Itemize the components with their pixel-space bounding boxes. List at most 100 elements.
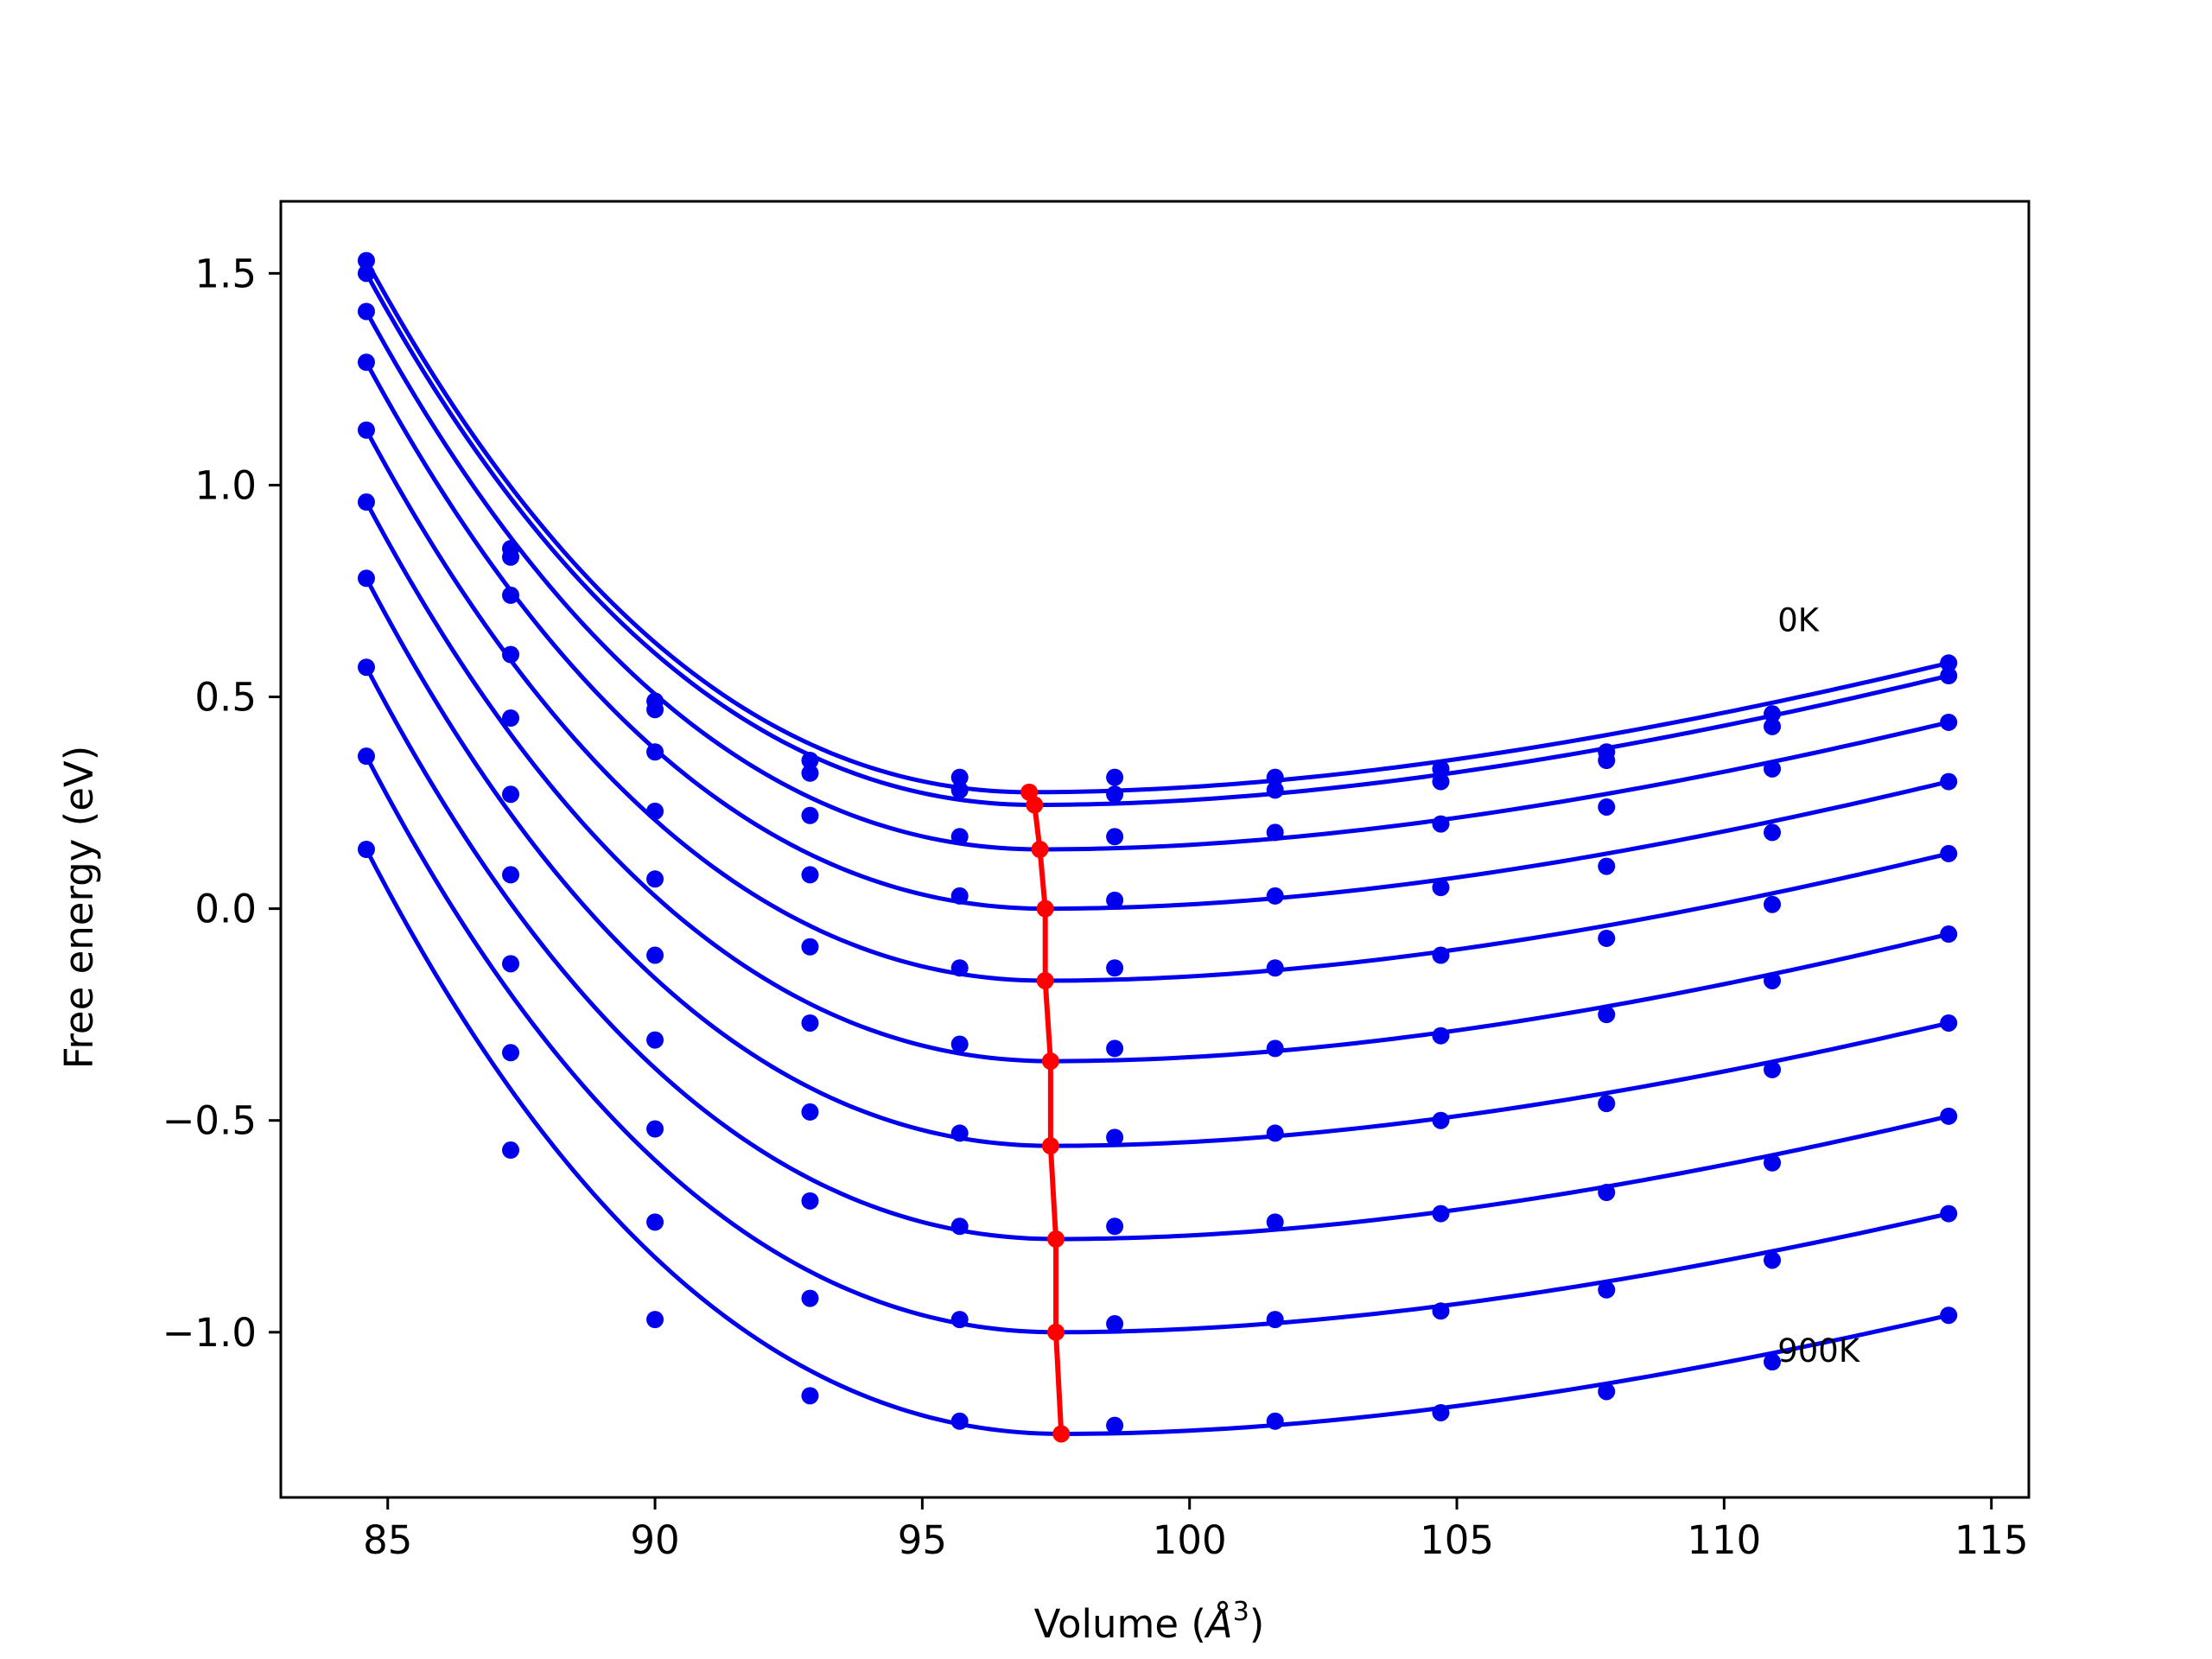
x-axis-label-exponent: 3 <box>1233 1597 1249 1627</box>
data-point-s4-p9 <box>1764 895 1782 913</box>
data-point-s8-p4 <box>950 1311 969 1329</box>
data-point-s2-p10 <box>1940 713 1958 731</box>
data-point-s1-p8 <box>1598 752 1616 770</box>
data-point-s6-p4 <box>950 1124 969 1142</box>
data-point-s3-p5 <box>1106 891 1124 909</box>
data-point-s9-p9 <box>1764 1353 1782 1371</box>
data-point-s1-p3 <box>801 764 819 782</box>
data-point-s5-p9 <box>1764 971 1782 989</box>
data-point-s0-p3 <box>801 752 819 770</box>
data-point-s3-p8 <box>1598 857 1616 875</box>
data-point-s7-p9 <box>1764 1154 1782 1172</box>
data-point-s1-p2 <box>646 701 664 719</box>
plot-area <box>357 251 1958 1443</box>
axis-ticks: 85 90 95 100 105 110 115 −1.0 −0.5 0.0 0.5 1.0 1.5 <box>162 251 2029 1563</box>
data-point-s5-p1 <box>502 785 520 804</box>
y-tick-label-1: −0.5 <box>162 1098 257 1144</box>
x-axis-label: Volume (Å3) <box>1034 1597 1265 1647</box>
annotation-0: 0K <box>1777 602 1821 639</box>
data-point-s3-p7 <box>1432 879 1450 897</box>
x-axis-label-suffix: ) <box>1249 1601 1265 1647</box>
data-point-s2-p5 <box>1106 828 1124 846</box>
data-point-s7-p8 <box>1598 1184 1616 1202</box>
data-point-s3-p3 <box>801 866 819 884</box>
data-point-s8-p0 <box>357 747 375 766</box>
data-point-s2-p6 <box>1266 823 1284 842</box>
data-point-s5-p3 <box>801 1014 819 1032</box>
y-axis-label: Free energy (eV) <box>56 746 102 1069</box>
data-point-s8-p7 <box>1432 1302 1450 1320</box>
fit-curve-5 <box>364 500 1949 1064</box>
y-tick-label-4: 1.0 <box>194 462 257 508</box>
data-point-s4-p2 <box>646 870 664 888</box>
data-point-s6-p2 <box>646 1031 664 1049</box>
data-point-s6-p10 <box>1940 1014 1958 1032</box>
data-point-s0-p0 <box>357 251 375 270</box>
data-point-s7-p2 <box>646 1120 664 1138</box>
equilibrium-volume-line <box>1027 791 1065 1434</box>
data-point-s6-p8 <box>1598 1095 1616 1113</box>
data-point-s4-p1 <box>502 709 520 728</box>
data-point-s3-p10 <box>1940 772 1958 791</box>
data-point-s4-p3 <box>801 938 819 956</box>
fit-curve-3 <box>364 361 1949 912</box>
fit-curve-4 <box>364 429 1949 983</box>
data-point-s2-p9 <box>1764 760 1782 778</box>
data-point-s8-p3 <box>801 1289 819 1307</box>
equilibrium-point-2 <box>1031 841 1049 858</box>
axes-frame <box>279 200 2031 1499</box>
equilibrium-point-9 <box>1052 1425 1071 1443</box>
data-point-s5-p0 <box>357 493 375 512</box>
data-point-s7-p6 <box>1266 1213 1284 1231</box>
data-point-s9-p8 <box>1598 1382 1616 1401</box>
data-point-s9-p2 <box>646 1311 664 1329</box>
equilibrium-point-4 <box>1036 971 1054 989</box>
fit-curve-2 <box>364 310 1949 852</box>
data-point-s7-p7 <box>1432 1205 1450 1223</box>
data-point-s5-p7 <box>1432 1027 1450 1045</box>
data-point-s9-p3 <box>801 1387 819 1405</box>
y-tick-label-5: 1.5 <box>194 251 257 296</box>
data-point-s8-p5 <box>1106 1315 1124 1333</box>
data-point-s4-p6 <box>1266 959 1284 977</box>
data-point-s1-p1 <box>502 548 520 566</box>
data-point-s3-p1 <box>502 645 520 664</box>
data-point-s4-p5 <box>1106 959 1124 977</box>
data-point-s6-p1 <box>502 866 520 884</box>
data-point-s9-p6 <box>1266 1412 1284 1430</box>
data-point-s5-p8 <box>1598 1006 1616 1024</box>
data-point-s1-p10 <box>1940 667 1958 685</box>
x-tick-label-4: 105 <box>1420 1517 1494 1563</box>
data-point-s2-p1 <box>502 586 520 604</box>
data-point-s6-p9 <box>1764 1060 1782 1078</box>
data-point-s7-p0 <box>357 658 375 677</box>
data-point-s2-p8 <box>1598 798 1616 816</box>
data-point-s0-p7 <box>1432 760 1450 778</box>
data-point-s6-p7 <box>1432 1111 1450 1129</box>
data-point-s2-p7 <box>1432 815 1450 833</box>
data-point-s0-p10 <box>1940 654 1958 672</box>
data-point-s6-p5 <box>1106 1128 1124 1147</box>
data-point-s4-p4 <box>950 959 969 977</box>
data-point-s9-p10 <box>1940 1306 1958 1325</box>
data-point-s4-p10 <box>1940 844 1958 862</box>
data-point-s7-p3 <box>801 1192 819 1210</box>
data-point-s3-p4 <box>950 887 969 905</box>
x-tick-label-2: 95 <box>898 1517 947 1563</box>
x-tick-label-6: 115 <box>1955 1517 2029 1563</box>
fit-curve-7 <box>364 666 1949 1242</box>
data-point-s8-p10 <box>1940 1205 1958 1223</box>
data-point-s5-p6 <box>1266 1039 1284 1058</box>
data-point-s7-p1 <box>502 955 520 973</box>
data-point-s3-p0 <box>357 353 375 372</box>
data-point-s8-p8 <box>1598 1281 1616 1299</box>
data-point-s7-p4 <box>950 1217 969 1236</box>
data-point-s3-p2 <box>646 802 664 820</box>
data-point-s1-p0 <box>357 264 375 283</box>
y-tick-label-2: 0.0 <box>194 887 257 932</box>
fit-curve-9 <box>364 848 1949 1436</box>
data-point-s5-p10 <box>1940 925 1958 944</box>
data-point-s2-p2 <box>646 743 664 761</box>
annotation-1: 900K <box>1777 1332 1861 1370</box>
